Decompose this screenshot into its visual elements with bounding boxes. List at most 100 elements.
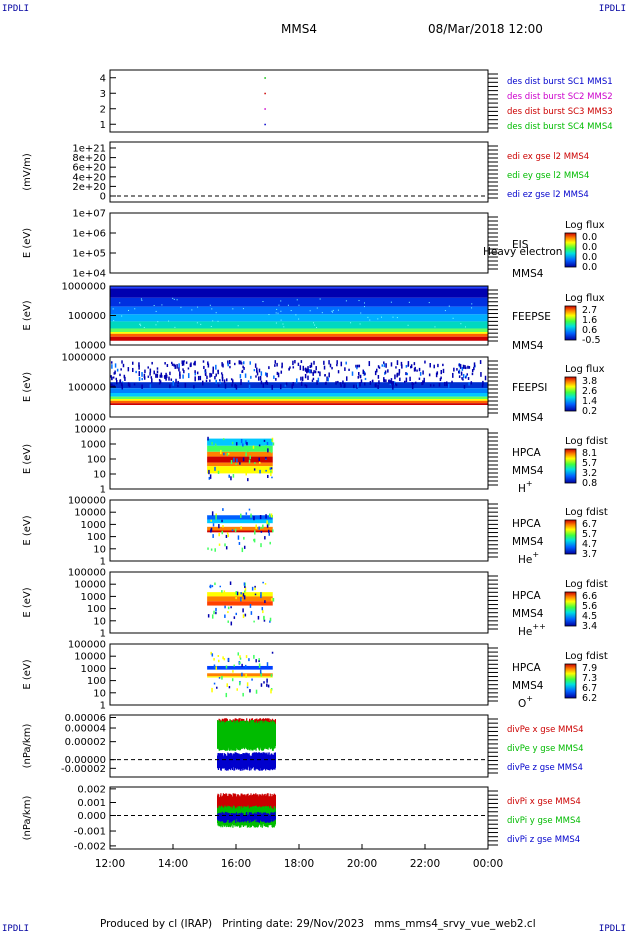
hpca-speck	[250, 513, 252, 518]
hpca-speck	[218, 524, 220, 529]
feepse-speck	[390, 301, 392, 303]
feepsi-speck	[396, 360, 399, 366]
feepsi-speck	[209, 372, 211, 378]
feepsi-speck	[313, 360, 315, 365]
hpca-speck	[241, 663, 243, 667]
feepsi-speck	[374, 370, 377, 376]
colorbar-tick: 0.6	[582, 325, 597, 336]
feepsi-speck	[253, 369, 256, 372]
feepsi-speck	[310, 362, 313, 368]
hpca-speck	[235, 596, 237, 600]
ylabel: (nPa/km)	[22, 724, 33, 769]
feepsi-speck	[121, 360, 123, 364]
feepse-band	[110, 332, 488, 334]
feepse-speck	[275, 322, 277, 324]
feepse-speck	[358, 300, 360, 302]
feepsi-speck	[307, 368, 309, 373]
hpca-speck	[214, 548, 216, 552]
feepsi-speck	[356, 366, 358, 370]
colorbar-tick: 8.1	[582, 448, 597, 459]
hpca-speck	[266, 683, 268, 687]
ytick-label: 1e+07	[72, 209, 106, 220]
ytick-label: 4	[100, 73, 106, 84]
feepsi-speck	[299, 365, 302, 371]
feepsi-speck	[429, 384, 432, 387]
feepsi-speck	[132, 367, 134, 373]
hpca-speck	[265, 469, 267, 472]
feepsi-speck	[313, 370, 315, 374]
feepsi-speck	[418, 367, 421, 372]
hpca-speck	[227, 611, 229, 614]
feepsi-speck	[165, 372, 167, 378]
ytick-label: 1000	[81, 440, 106, 451]
ytick-label: 8e+20	[72, 153, 106, 164]
hpca-speck	[227, 658, 230, 662]
feepsi-speck	[364, 382, 366, 386]
hpca-speck	[242, 443, 244, 447]
ytick-label: 10000	[74, 413, 106, 424]
spacecraft-label: MMS4	[512, 536, 544, 548]
feepsi-speck	[169, 384, 171, 389]
hpca-speck	[239, 681, 241, 686]
feepsi-speck	[219, 379, 221, 382]
hpca-speck	[258, 526, 260, 530]
hpca-speck	[233, 457, 235, 463]
feepsi-speck	[312, 372, 314, 375]
feepsi-speck	[128, 383, 131, 388]
panel-frame	[109, 428, 489, 490]
hpca-speck	[270, 450, 273, 454]
feepsi-band	[110, 399, 488, 401]
feepse-speck	[141, 299, 143, 301]
colorbar	[564, 305, 577, 341]
feepsi-speck	[143, 373, 146, 378]
feepsi-speck	[160, 374, 163, 378]
hpca-speck	[265, 445, 267, 448]
feepse-speck	[232, 308, 234, 310]
hpca-speck	[210, 651, 212, 655]
hpca-speck	[240, 592, 242, 595]
feepsi-speck	[231, 379, 234, 384]
feepsi-speck	[343, 384, 345, 388]
ytick-label: 3	[100, 89, 106, 100]
feepsi-speck	[459, 364, 462, 369]
ytick-label: 10	[93, 544, 106, 555]
hpca-speck	[213, 664, 216, 669]
feepsi-speck	[271, 384, 273, 390]
feepsi-speck	[177, 384, 179, 387]
feepse-speck	[209, 304, 211, 306]
legend-entry: edi ey gse l2 MMS4	[507, 171, 589, 181]
species-label: He+	[518, 550, 539, 566]
feepsi-speck	[159, 380, 162, 384]
hpca-speck	[245, 471, 247, 476]
feepsi-speck	[411, 384, 414, 390]
feepse-speck	[471, 303, 473, 305]
hpca-speck	[244, 585, 246, 588]
feepsi-speck	[416, 369, 418, 372]
ytick-label: 0.002	[77, 784, 106, 795]
hpca-speck	[223, 590, 226, 593]
hpca-speck	[238, 542, 241, 545]
ytick-label: 4e+20	[72, 172, 106, 183]
hpca-speck	[267, 529, 270, 533]
feepsi-speck	[244, 373, 247, 378]
colorbar-title: Log fdist	[565, 579, 608, 590]
feepsi-speck	[289, 366, 291, 369]
panel-frame	[109, 643, 489, 706]
feepsi-speck	[481, 384, 484, 388]
hpca-speck	[271, 437, 274, 443]
feepsi-speck	[310, 369, 312, 374]
hpca-speck	[213, 682, 216, 685]
hpca-speck	[255, 689, 258, 694]
feepsi-speck	[207, 363, 210, 368]
feepse-speck	[337, 309, 339, 311]
hpca-speck	[216, 686, 218, 689]
hpca-speck	[235, 463, 237, 465]
hpca-speck	[235, 442, 238, 446]
feepse-speck	[331, 310, 333, 312]
feepsi-speck	[141, 384, 143, 389]
feepsi-speck	[264, 372, 267, 376]
hpca-speck	[221, 519, 223, 523]
feepsi-speck	[254, 363, 257, 368]
ylabel: E (eV)	[22, 444, 33, 474]
feepsi-speck	[315, 366, 317, 371]
